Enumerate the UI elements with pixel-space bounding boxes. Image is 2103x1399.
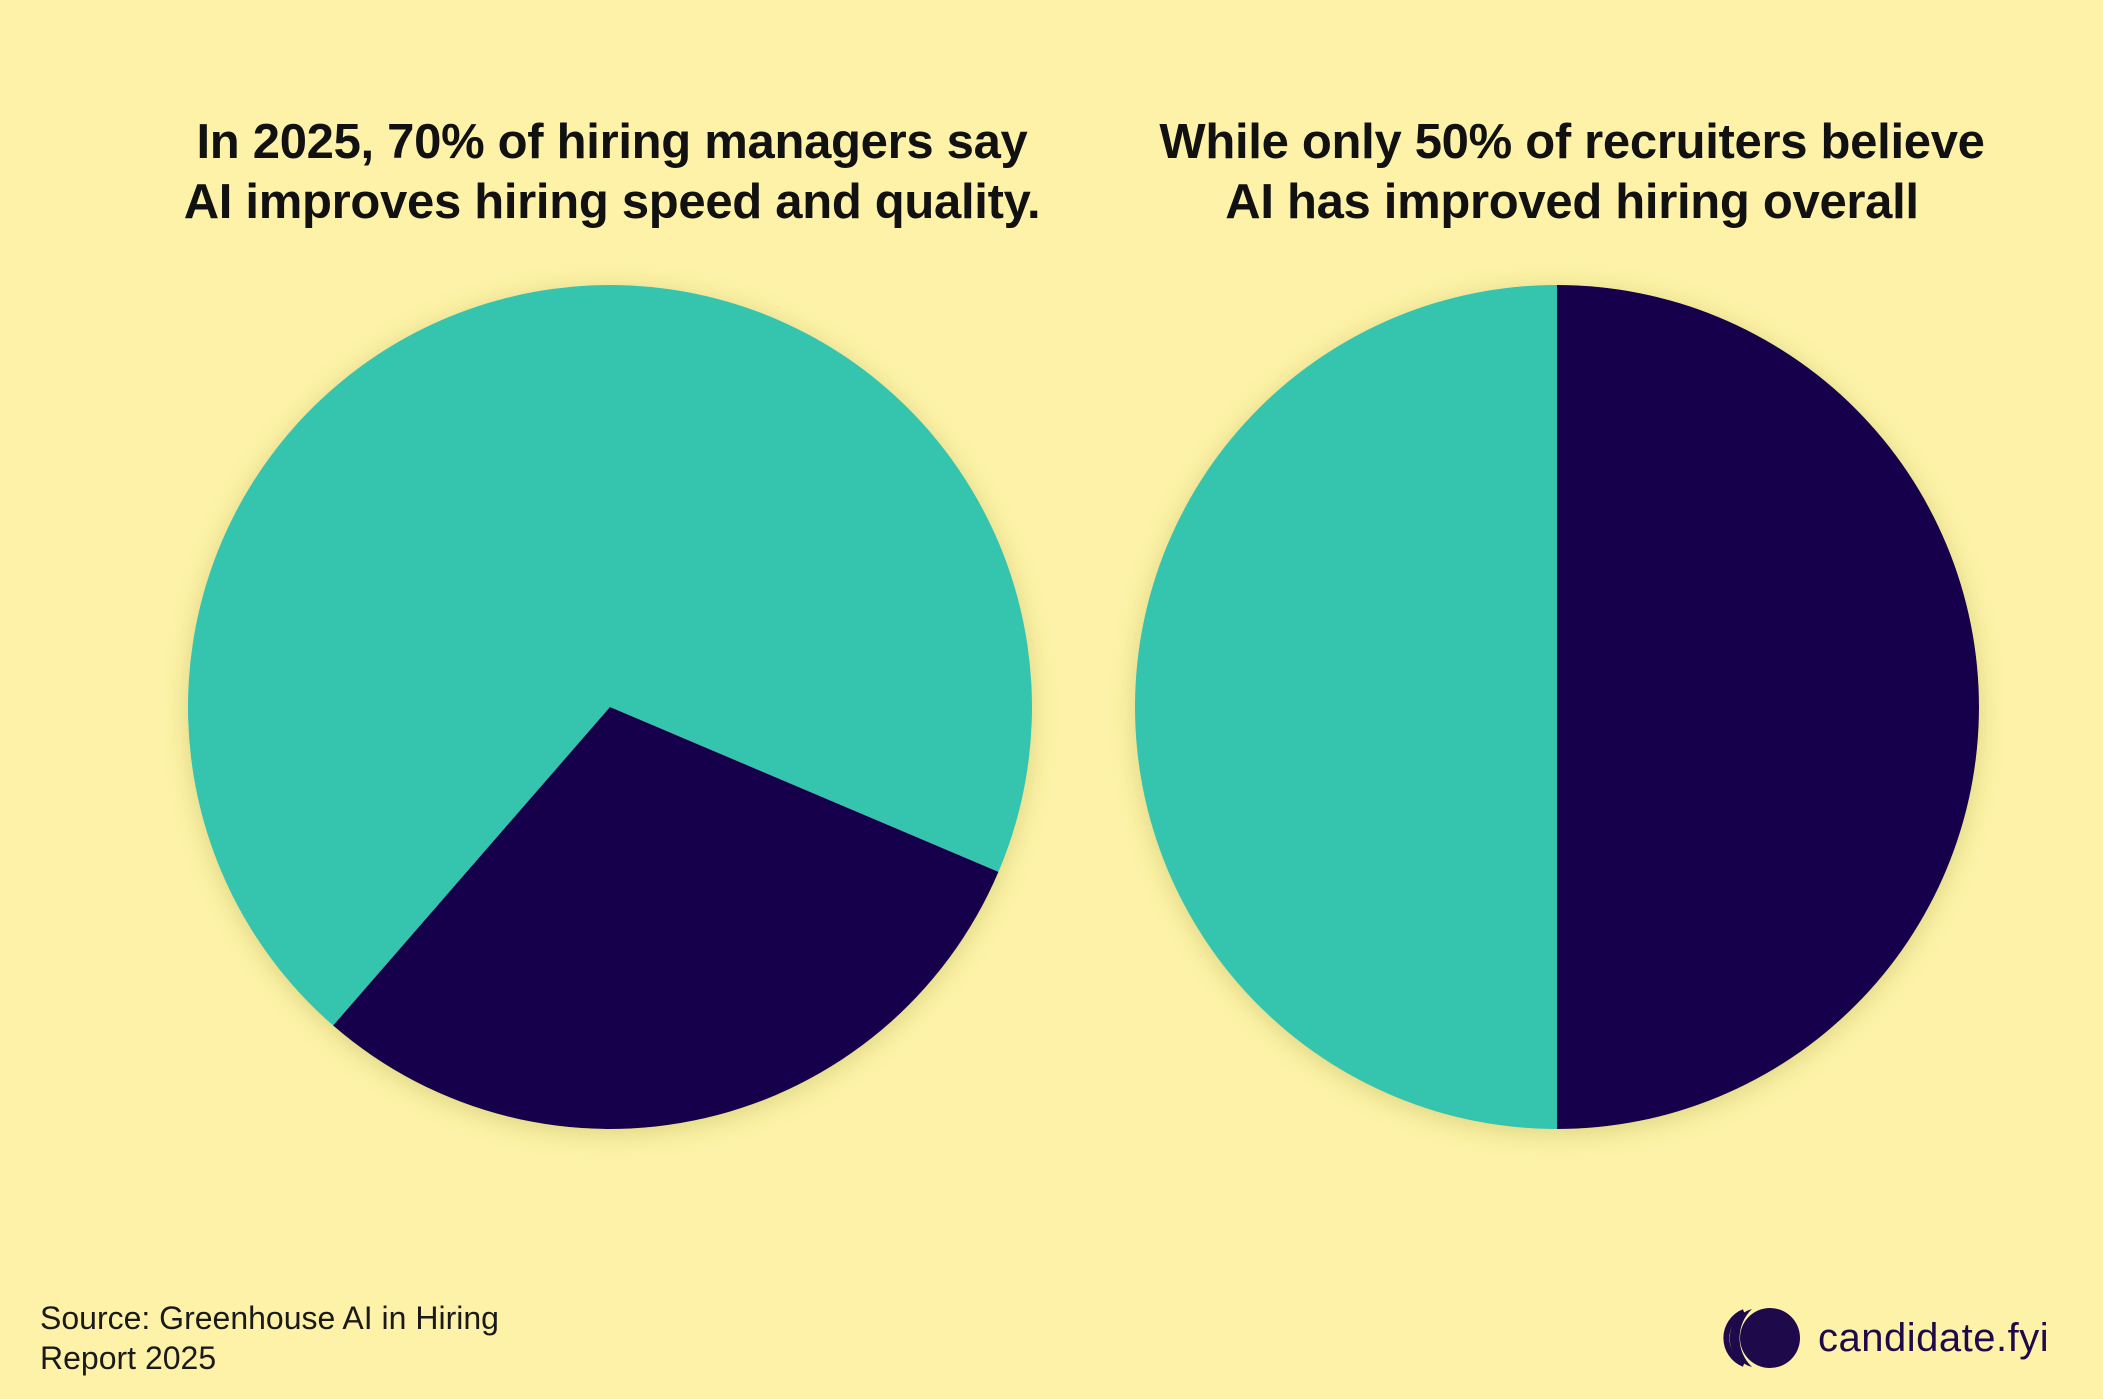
chart-title-left: In 2025, 70% of hiring managers say AI i… xyxy=(122,112,1102,232)
chart-title-left-line-1: In 2025, 70% of hiring managers say xyxy=(196,115,1028,169)
pie-left-slice-2 xyxy=(333,707,999,1130)
brand-name: candidate.fyi xyxy=(1818,1315,2050,1360)
chart-title-left-line-2: AI improves hiring speed and quality. xyxy=(183,175,1041,229)
pie-chart-left xyxy=(187,285,1032,1130)
brand[interactable]: candidate.fyi xyxy=(1720,1306,2049,1370)
pie-chart-right xyxy=(1135,285,1979,1129)
source-line-1: Source: Greenhouse AI in Hiring xyxy=(40,1300,499,1336)
pie-right-slice-1 xyxy=(1135,285,1557,1129)
candidate-fyi-logo-icon xyxy=(1723,1308,1800,1368)
chart-title-right-line-2: AI has improved hiring overall xyxy=(1225,175,1919,229)
pie-right-slice-2 xyxy=(1557,285,1979,1129)
chart-title-right-line-1: While only 50% of recruiters believe xyxy=(1159,115,1985,169)
source-note: Source: Greenhouse AI in Hiring Report 2… xyxy=(40,1298,499,1378)
pie-left-slice-1 xyxy=(187,285,1032,1026)
chart-title-right: While only 50% of recruiters believe AI … xyxy=(1082,112,2062,232)
source-line-2: Report 2025 xyxy=(40,1340,217,1376)
